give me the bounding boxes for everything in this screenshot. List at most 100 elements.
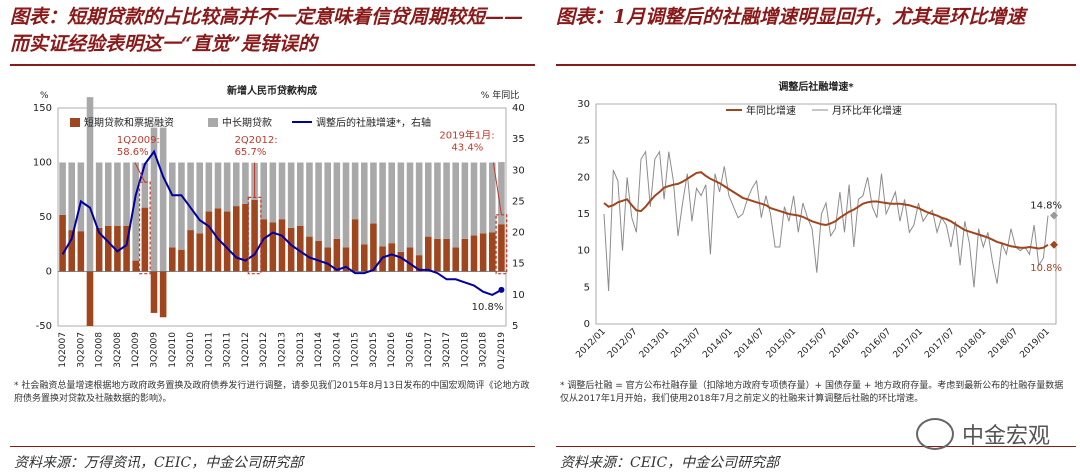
bar-short-term — [351, 219, 359, 272]
x-tick-label: 1Q2018 — [460, 332, 470, 368]
legend-swatch-long-term — [208, 118, 218, 127]
x-tick-label: 1Q2015 — [351, 332, 361, 368]
bar-short-term — [360, 244, 368, 272]
x-tick-label: 3Q2014 — [332, 332, 342, 368]
bar-long-term — [324, 162, 332, 248]
x-tick-label: 3Q2010 — [186, 332, 196, 368]
legend-label-growth: 调整后的社融增速*，右轴 — [316, 116, 431, 129]
legend-label-long-term: 中长期贷款 — [222, 116, 272, 129]
right-y-tick-label: 5 — [512, 321, 518, 332]
y-tick-label: 20 — [577, 172, 590, 183]
bar-short-term — [370, 223, 377, 272]
bar-long-term — [406, 162, 414, 248]
annotation-arrow — [134, 162, 146, 183]
left-source: 资料来源：万得资讯，CEIC，中金公司研究部 — [14, 455, 304, 471]
y-tick-label: 10 — [577, 246, 590, 257]
left-y-tick-label: 150 — [33, 103, 52, 114]
annotation-label: 1Q2009: — [117, 135, 160, 146]
annotation-yoy-value: 10.8% — [1030, 263, 1062, 274]
bar-long-term — [397, 162, 405, 252]
bar-short-term — [269, 222, 277, 272]
right-footnote: * 调整后社融 = 官方公布社融存量（扣除地方政府专项债存量）+ 国债存量 + … — [560, 381, 1064, 404]
wechat-icon — [915, 418, 954, 450]
x-tick-label: 01/2019 — [497, 332, 507, 370]
last-point-marker-yoy — [1050, 240, 1058, 249]
line-yoy-growth — [603, 171, 1049, 250]
x-tick-label: 2019/01 — [1018, 327, 1052, 361]
left-y-tick-label: 0 — [46, 267, 52, 278]
bar-long-term — [196, 162, 204, 234]
right-y-tick-label: 40 — [512, 103, 525, 114]
annotation-value: 58.6% — [117, 147, 149, 158]
right-chart: 调整后社融增速* 30252015105014.8%10.8%2012/0120… — [574, 80, 1062, 361]
x-tick-label: 3Q2011 — [223, 332, 233, 368]
bar-long-term — [278, 162, 286, 220]
bar-short-term — [104, 225, 112, 272]
bar-long-term — [488, 162, 496, 233]
bar-short-term — [132, 260, 140, 272]
bar-long-term — [360, 162, 368, 245]
left-chart: 新增人民币贷款构成 % % 年同比 150 100 50 0 -50 40 35 30 25 20… — [33, 84, 525, 370]
bar-short-term — [470, 235, 478, 272]
left-footnote: * 社会融资总量增速根据地方政府政务置换及政府债券发行进行调整，请参见我们201… — [14, 381, 530, 404]
bar-short-term — [306, 236, 313, 272]
x-tick-label: 2013/01 — [638, 327, 672, 361]
y-tick-label: 15 — [577, 209, 590, 220]
bar-long-term — [479, 162, 487, 234]
bar-short-term — [406, 247, 414, 272]
bar-short-term — [86, 271, 94, 326]
x-tick-label: 1Q2012 — [241, 332, 251, 368]
bar-short-term — [452, 247, 460, 272]
right-source-rule — [556, 446, 1076, 447]
bar-short-term — [251, 199, 258, 272]
bar-long-term — [434, 162, 441, 239]
x-tick-label: 2015/07 — [796, 327, 830, 361]
x-tick-label: 1Q2009 — [131, 332, 141, 368]
x-tick-label: 3Q2007 — [76, 332, 86, 368]
left-chart-title: 新增人民币贷款构成 — [227, 84, 317, 97]
bar-long-term — [159, 127, 167, 272]
bar-short-term — [114, 225, 121, 272]
watermark-text: 中金宏观 — [961, 424, 1050, 449]
left-plot-frame — [57, 107, 507, 327]
x-tick-label: 1Q2007 — [58, 332, 68, 368]
bar-long-term — [296, 162, 304, 226]
bar-long-term — [287, 162, 295, 228]
bar-long-term — [232, 162, 240, 207]
annotation-last-growth: 10.8% — [472, 302, 504, 313]
line-mom-annualized — [603, 150, 1049, 292]
annotation-label: 2Q2012: — [235, 135, 278, 146]
left-source-rule — [10, 446, 535, 447]
bar-long-term — [498, 162, 505, 225]
annotation-label: 2019年1月: — [439, 129, 494, 142]
x-tick-label: 1Q2017 — [424, 332, 434, 368]
bar-long-term — [123, 162, 130, 226]
bar-short-term — [123, 225, 130, 272]
bar-short-term — [296, 225, 304, 272]
x-tick-label: 1Q2011 — [204, 332, 214, 368]
x-tick-label: 3Q2012 — [259, 332, 269, 368]
bar-short-term — [461, 238, 469, 272]
x-tick-label: 3Q2009 — [150, 332, 160, 368]
bar-long-term — [178, 162, 185, 250]
bar-long-term — [306, 162, 313, 237]
x-tick-label: 2017/07 — [923, 327, 957, 361]
bar-short-term — [388, 243, 396, 272]
x-tick-label: 2014/07 — [733, 327, 767, 361]
x-tick-label: 2018/07 — [987, 327, 1021, 361]
bar-long-term — [150, 127, 158, 272]
x-tick-label: 3Q2018 — [479, 332, 489, 368]
x-tick-label: 3Q2013 — [296, 332, 306, 368]
right-chart-title: 调整后社融增速* — [778, 80, 854, 93]
legend-label-short-term: 短期贷款和票据融资 — [84, 116, 174, 129]
bar-long-term — [470, 162, 478, 236]
x-tick-label: 2012/01 — [574, 327, 608, 361]
bar-long-term — [379, 162, 386, 247]
annotation-dashed-box — [495, 214, 508, 275]
x-tick-label: 1Q2014 — [314, 332, 324, 368]
x-tick-label: 2014/01 — [701, 327, 735, 361]
right-y-tick-label: 10 — [512, 290, 525, 301]
y-tick-label: 30 — [577, 99, 590, 110]
bar-long-term — [415, 162, 423, 256]
bar-short-term — [205, 211, 213, 272]
